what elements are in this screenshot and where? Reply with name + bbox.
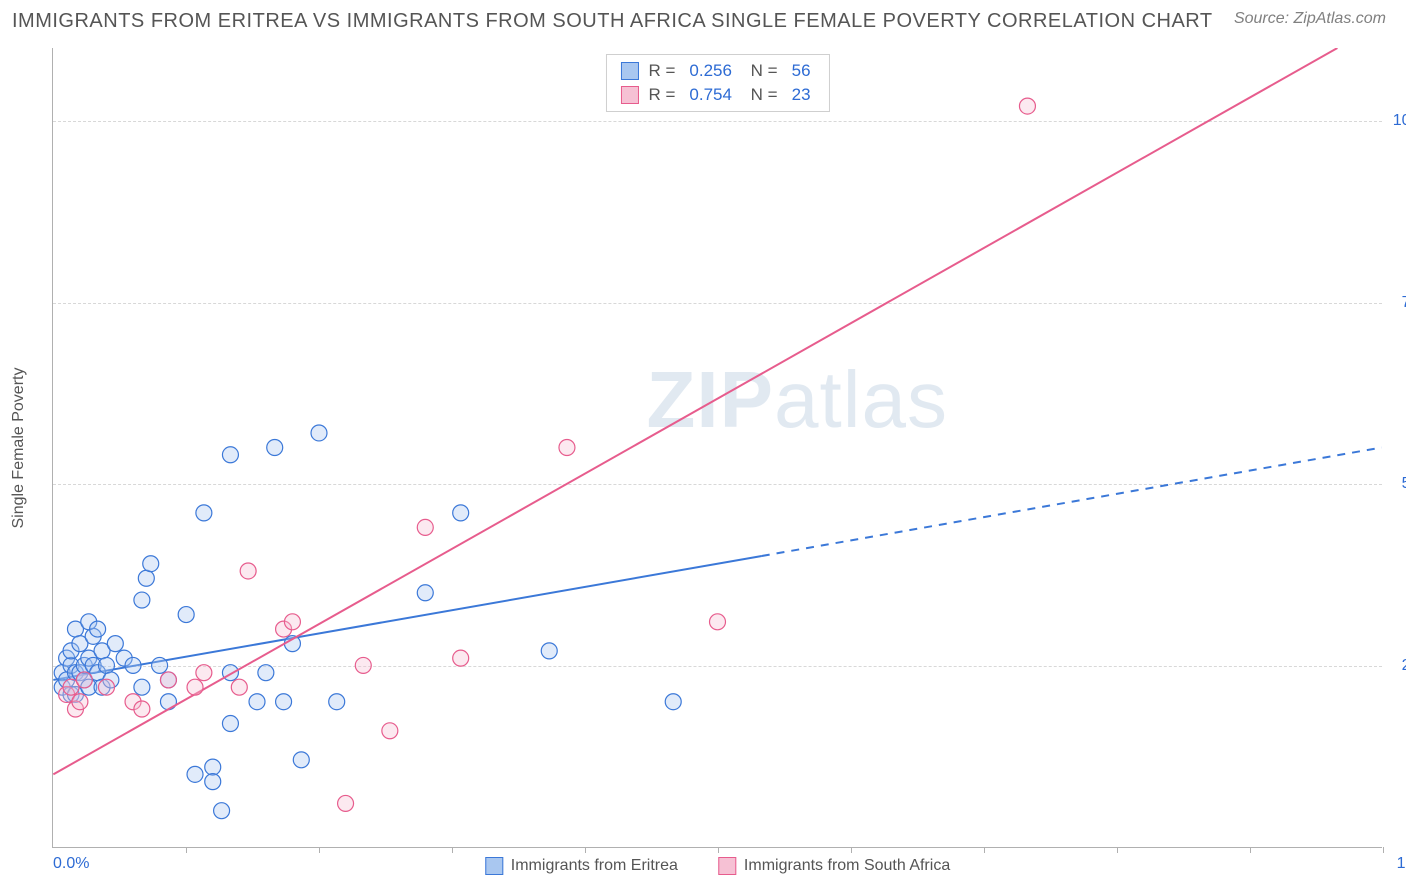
- data-point-south_africa: [417, 519, 433, 535]
- series-legend-item: Immigrants from South Africa: [718, 857, 950, 875]
- data-point-south_africa: [231, 679, 247, 695]
- data-point-south_africa: [72, 694, 88, 710]
- data-point-eritrea: [276, 694, 292, 710]
- data-point-eritrea: [258, 665, 274, 681]
- data-point-eritrea: [222, 716, 238, 732]
- data-point-eritrea: [417, 585, 433, 601]
- data-point-south_africa: [284, 614, 300, 630]
- x-tick-mark: [1250, 847, 1251, 853]
- x-tick-mark: [1117, 847, 1118, 853]
- legend-swatch-icon: [620, 62, 638, 80]
- data-point-south_africa: [196, 665, 212, 681]
- data-point-south_africa: [134, 701, 150, 717]
- data-point-eritrea: [134, 592, 150, 608]
- data-point-eritrea: [665, 694, 681, 710]
- data-point-eritrea: [293, 752, 309, 768]
- x-tick-mark: [186, 847, 187, 853]
- y-axis-label: Single Female Poverty: [10, 367, 28, 528]
- data-point-eritrea: [329, 694, 345, 710]
- data-point-eritrea: [267, 440, 283, 456]
- legend-n-value: 56: [788, 61, 815, 81]
- data-point-eritrea: [90, 621, 106, 637]
- x-tick-mark: [984, 847, 985, 853]
- legend-r-value: 0.754: [685, 85, 736, 105]
- series-legend-label: Immigrants from Eritrea: [511, 857, 678, 875]
- chart-title: IMMIGRANTS FROM ERITREA VS IMMIGRANTS FR…: [12, 10, 1213, 33]
- x-tick-mark: [1383, 847, 1384, 853]
- legend-n-label: N =: [746, 61, 778, 81]
- data-point-south_africa: [98, 679, 114, 695]
- data-point-eritrea: [249, 694, 265, 710]
- data-point-eritrea: [222, 447, 238, 463]
- data-point-south_africa: [382, 723, 398, 739]
- data-point-south_africa: [710, 614, 726, 630]
- data-point-south_africa: [355, 657, 371, 673]
- data-point-south_africa: [240, 563, 256, 579]
- scatter-plot: [53, 48, 1382, 847]
- legend-swatch-icon: [620, 86, 638, 104]
- legend-swatch-icon: [485, 857, 503, 875]
- data-point-eritrea: [541, 643, 557, 659]
- data-point-eritrea: [205, 774, 221, 790]
- data-point-eritrea: [98, 657, 114, 673]
- x-tick-min: 0.0%: [53, 855, 89, 873]
- data-point-eritrea: [134, 679, 150, 695]
- data-point-eritrea: [107, 636, 123, 652]
- data-point-eritrea: [125, 657, 141, 673]
- y-tick-label: 25.0%: [1402, 657, 1406, 675]
- data-point-south_africa: [160, 672, 176, 688]
- y-tick-label: 100.0%: [1393, 112, 1406, 130]
- data-point-eritrea: [311, 425, 327, 441]
- data-point-eritrea: [178, 607, 194, 623]
- source-attribution: Source: ZipAtlas.com: [1234, 10, 1386, 28]
- x-tick-mark: [718, 847, 719, 853]
- x-tick-mark: [319, 847, 320, 853]
- data-point-eritrea: [214, 803, 230, 819]
- data-point-south_africa: [187, 679, 203, 695]
- x-tick-mark: [452, 847, 453, 853]
- legend-n-value: 23: [788, 85, 815, 105]
- data-point-eritrea: [453, 505, 469, 521]
- x-tick-max: 15.0%: [1397, 855, 1406, 873]
- legend-row-eritrea: R = 0.256 N = 56: [620, 59, 814, 83]
- legend-r-value: 0.256: [685, 61, 736, 81]
- legend-n-label: N =: [746, 85, 778, 105]
- data-point-eritrea: [152, 657, 168, 673]
- data-point-eritrea: [196, 505, 212, 521]
- trend-line-south_africa: [53, 48, 1337, 774]
- chart-area: Single Female Poverty ZIPatlas R =0.256 …: [52, 48, 1382, 848]
- data-point-eritrea: [143, 556, 159, 572]
- x-tick-mark: [851, 847, 852, 853]
- y-tick-label: 50.0%: [1402, 475, 1406, 493]
- legend-r-label: R =: [648, 85, 675, 105]
- data-point-eritrea: [205, 759, 221, 775]
- data-point-eritrea: [138, 570, 154, 586]
- legend-row-south_africa: R = 0.754 N = 23: [620, 83, 814, 107]
- correlation-legend: R = 0.256 N = 56 R = 0.754 N = 23: [605, 54, 829, 112]
- y-tick-label: 75.0%: [1402, 294, 1406, 312]
- series-legend: Immigrants from Eritrea Immigrants from S…: [485, 857, 950, 875]
- series-legend-label: Immigrants from South Africa: [744, 857, 950, 875]
- data-point-south_africa: [1019, 98, 1035, 114]
- x-tick-mark: [585, 847, 586, 853]
- series-legend-item: Immigrants from Eritrea: [485, 857, 678, 875]
- trend-line-dashed-eritrea: [762, 448, 1382, 556]
- data-point-eritrea: [187, 766, 203, 782]
- data-point-south_africa: [338, 795, 354, 811]
- legend-swatch-icon: [718, 857, 736, 875]
- legend-r-label: R =: [648, 61, 675, 81]
- data-point-south_africa: [453, 650, 469, 666]
- data-point-south_africa: [559, 440, 575, 456]
- data-point-eritrea: [160, 694, 176, 710]
- data-point-south_africa: [76, 672, 92, 688]
